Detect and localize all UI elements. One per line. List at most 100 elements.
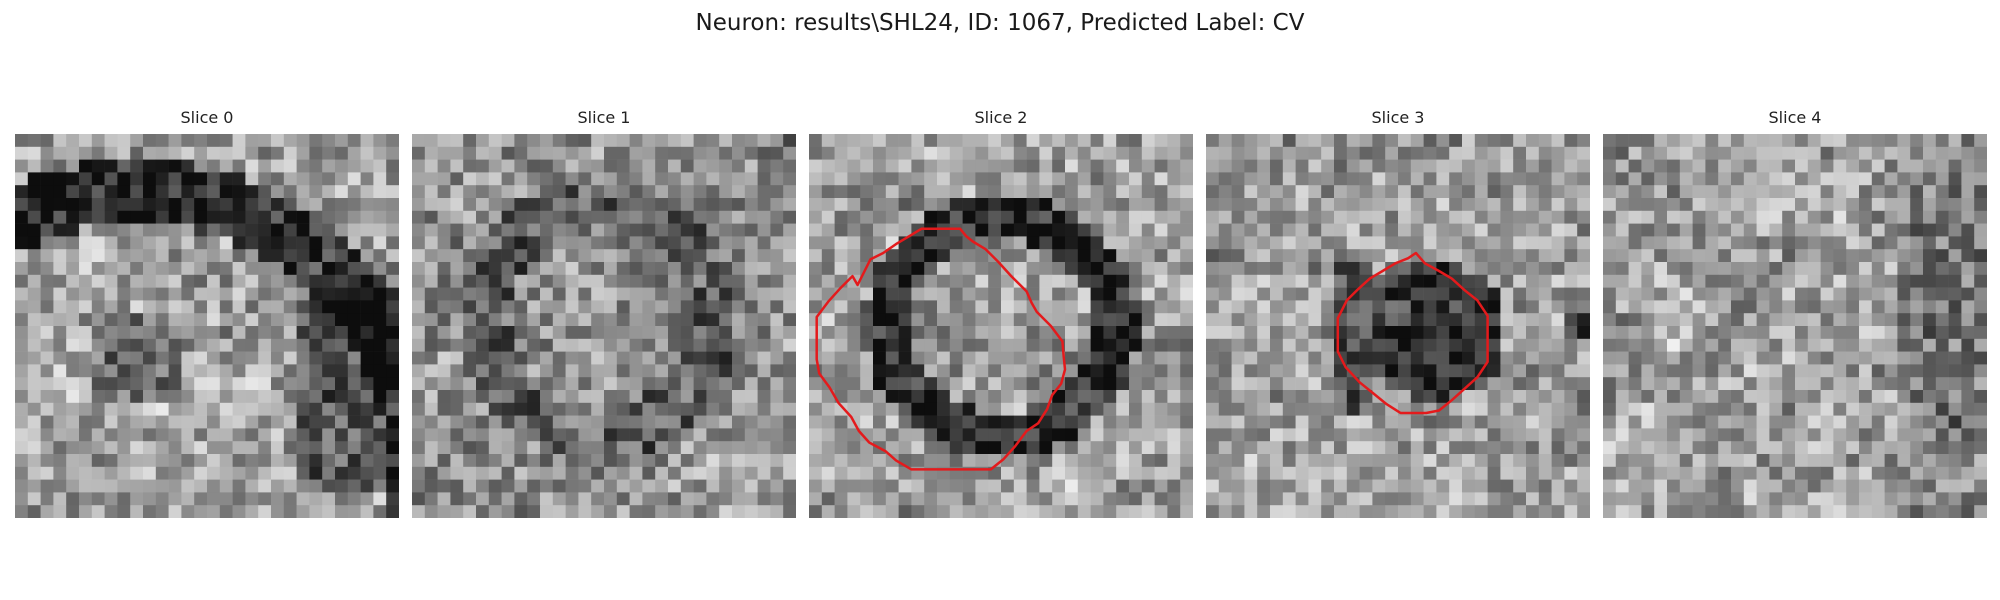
pixel-cell (1820, 185, 1834, 199)
pixel-cell (693, 466, 707, 480)
pixel-cell (207, 441, 221, 455)
pixel-cell (1526, 300, 1540, 314)
pixel-cell (1948, 454, 1962, 468)
pixel-cell (1321, 377, 1335, 391)
pixel-cell (1603, 274, 1617, 288)
pixel-cell (604, 479, 618, 493)
pixel-cell (1334, 454, 1348, 468)
pixel-cell (1295, 185, 1309, 199)
pixel-cell (975, 146, 989, 160)
pixel-cell (937, 377, 951, 391)
pixel-cell (79, 390, 93, 404)
pixel-cell (962, 287, 976, 301)
pixel-cell (155, 338, 169, 352)
pixel-cell (770, 274, 784, 288)
pixel-cell (1641, 505, 1655, 518)
pixel-cell (565, 249, 579, 263)
pixel-cell (578, 390, 592, 404)
pixel-cell (1321, 326, 1335, 340)
pixel-cell (168, 415, 182, 429)
pixel-cell (1961, 300, 1975, 314)
pixel-cell (847, 377, 861, 391)
pixel-cell (962, 390, 976, 404)
pixel-cell (1705, 262, 1719, 276)
pixel-cell (668, 300, 682, 314)
pixel-cell (1052, 466, 1066, 480)
pixel-cell (821, 479, 835, 493)
pixel-cell (1359, 492, 1373, 506)
pixel-cell (1013, 364, 1027, 378)
pixel-cell (527, 262, 541, 276)
pixel-cell (258, 185, 272, 199)
pixel-cell (143, 300, 157, 314)
pixel-cell (1231, 287, 1245, 301)
pixel-cell (1244, 262, 1258, 276)
pixel-cell (1974, 338, 1987, 352)
pixel-cell (783, 364, 796, 378)
pixel-cell (155, 351, 169, 365)
pixel-cell (821, 172, 835, 186)
pixel-cell (1346, 326, 1360, 340)
pixel-cell (604, 492, 618, 506)
pixel-cell (1270, 326, 1284, 340)
pixel-cell (1129, 377, 1143, 391)
pixel-cell (245, 274, 259, 288)
pixel-cell (1206, 479, 1220, 493)
pixel-cell (117, 274, 131, 288)
pixel-cell (732, 338, 746, 352)
pixel-cell (578, 146, 592, 160)
pixel-cell (655, 287, 669, 301)
pixel-cell (283, 223, 297, 237)
pixel-cell (463, 441, 477, 455)
pixel-cell (668, 415, 682, 429)
pixel-cell (1513, 146, 1527, 160)
pixel-cell (463, 210, 477, 224)
pixel-cell (1641, 338, 1655, 352)
pixel-cell (949, 236, 963, 250)
pixel-cell (1039, 364, 1053, 378)
pixel-cell (1910, 415, 1924, 429)
pixel-cell (1039, 415, 1053, 429)
pixel-cell (655, 326, 669, 340)
pixel-cell (565, 223, 579, 237)
pixel-cell (565, 146, 579, 160)
pixel-cell (1974, 172, 1987, 186)
pixel-cell (1410, 351, 1424, 365)
pixel-cell (347, 210, 361, 224)
pixel-cell (194, 210, 208, 224)
pixel-cell (1833, 390, 1847, 404)
pixel-cell (283, 185, 297, 199)
pixel-cell (1961, 492, 1975, 506)
pixel-cell (1846, 338, 1860, 352)
pixel-cell (1961, 185, 1975, 199)
pixel-cell (770, 377, 784, 391)
pixel-cell (591, 172, 605, 186)
pixel-cell (847, 390, 861, 404)
pixel-cell (1308, 364, 1322, 378)
pixel-cell (1398, 236, 1412, 250)
pixel-cell (1449, 454, 1463, 468)
pixel-cell (885, 505, 899, 518)
pixel-cell (1398, 262, 1412, 276)
pixel-cell (1116, 338, 1130, 352)
pixel-cell (744, 198, 758, 212)
pixel-cell (1859, 428, 1873, 442)
pixel-cell (1410, 236, 1424, 250)
pixel-cell (207, 466, 221, 480)
pixel-cell (322, 236, 336, 250)
pixel-cell (514, 428, 528, 442)
pixel-cell (744, 326, 758, 340)
pixel-cell (322, 134, 336, 148)
pixel-cell (1935, 338, 1949, 352)
pixel-cell (1398, 172, 1412, 186)
pixel-cell (143, 479, 157, 493)
pixel-cell (1052, 146, 1066, 160)
pixel-cell (1398, 338, 1412, 352)
pixel-cell (1884, 146, 1898, 160)
pixel-cell (219, 146, 233, 160)
pixel-cell (207, 338, 221, 352)
pixel-cell (66, 134, 80, 148)
pixel-cell (885, 454, 899, 468)
pixel-cell (1846, 390, 1860, 404)
pixel-cell (1974, 364, 1987, 378)
